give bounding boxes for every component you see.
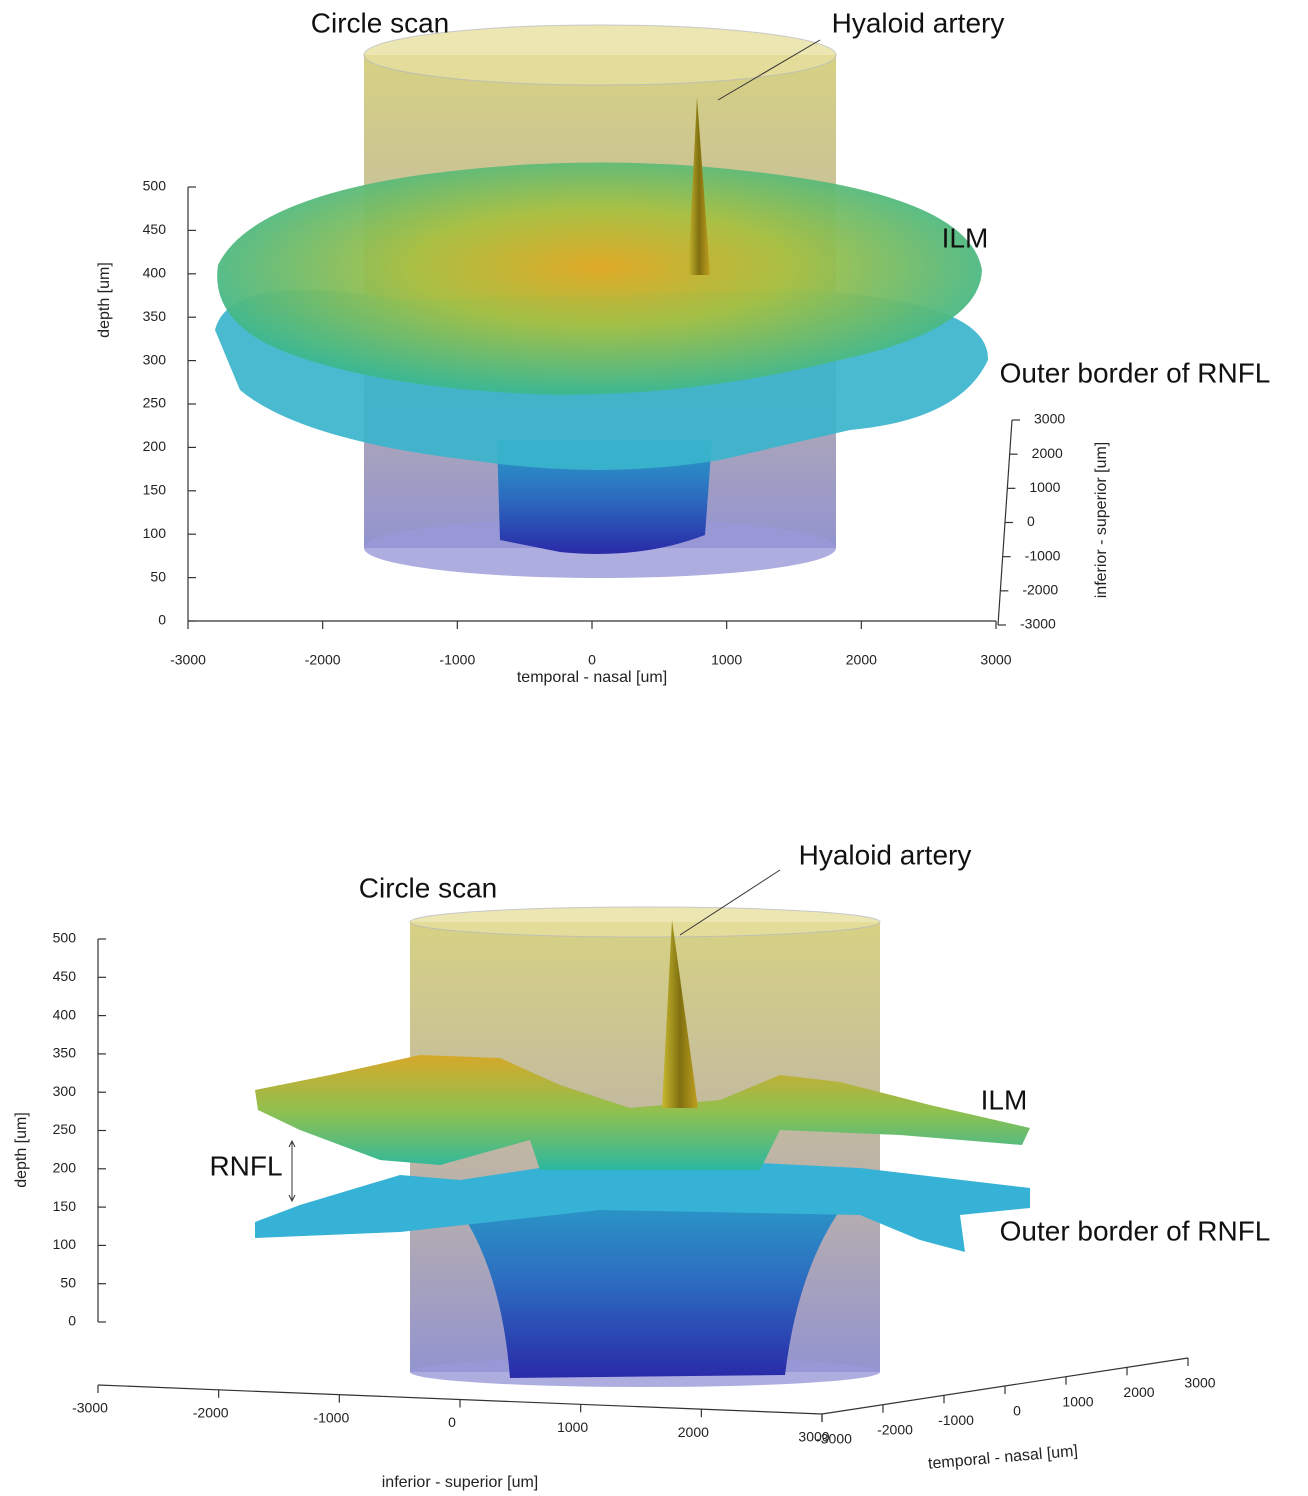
y-tick-label: 1000 [1062, 1393, 1093, 1409]
cylinder-top [410, 907, 880, 937]
z-tick-label: 400 [143, 265, 167, 281]
annotation: ILM [981, 1084, 1028, 1115]
z-tick-label: 350 [143, 308, 167, 324]
z-tick-label: 50 [60, 1274, 76, 1290]
x-tick-label: -3000 [72, 1400, 108, 1416]
z-tick-label: 0 [158, 612, 166, 628]
z-axis-title: depth [um] [13, 1112, 30, 1188]
z-tick-label: 150 [53, 1198, 77, 1214]
y-tick-label: -3000 [1020, 616, 1056, 632]
x-tick-label: 1000 [557, 1419, 588, 1435]
figure: Circle scan Hyaloid artery ILM Outer bor… [0, 0, 1308, 1496]
z-tick-label: 0 [68, 1313, 76, 1329]
annotation: RNFL [209, 1150, 282, 1181]
y-tick-label: 2000 [1123, 1384, 1154, 1400]
z-tick-label: 450 [143, 221, 167, 237]
surfaces-2 [255, 870, 1030, 1387]
x-tick-label: -1000 [313, 1409, 349, 1425]
z-tick-label: 500 [143, 178, 167, 194]
x-tick-label: -2000 [193, 1405, 229, 1421]
annotation: Hyaloid artery [832, 7, 1005, 38]
y-tick-label: 0 [1027, 513, 1035, 529]
z-tick-label: 350 [53, 1045, 77, 1061]
z-tick-label: 150 [143, 482, 167, 498]
annotation: Outer border of RNFL [1000, 357, 1271, 388]
y-axis-title: temporal - nasal [um] [927, 1443, 1078, 1473]
annotation: Hyaloid artery [799, 839, 972, 870]
annotation: ILM [942, 222, 989, 253]
z-tick-label: 50 [150, 568, 166, 584]
z-axis-title: depth [um] [96, 262, 113, 338]
z-tick-label: 400 [53, 1006, 77, 1022]
z-tick-label: 300 [143, 351, 167, 367]
y-tick-label: 2000 [1032, 445, 1063, 461]
x-tick-label: 1000 [711, 652, 742, 668]
x-tick-label: 2000 [678, 1424, 709, 1440]
annotation: Circle scan [359, 872, 497, 903]
z-tick-label: 200 [53, 1160, 77, 1176]
y-axis-title: inferior - superior [um] [1093, 442, 1110, 599]
z-tick-label: 250 [143, 395, 167, 411]
z-tick-label: 200 [143, 438, 167, 454]
y-tick-label: 3000 [1184, 1375, 1215, 1391]
surfaces-1 [215, 25, 988, 578]
z-tick-label: 250 [53, 1121, 77, 1137]
x-tick-label: 0 [588, 652, 596, 668]
z-tick-label: 300 [53, 1083, 77, 1099]
z-tick-label: 100 [53, 1236, 77, 1252]
annotation: Outer border of RNFL [1000, 1215, 1271, 1246]
x-tick-label: -3000 [170, 652, 206, 668]
z-tick-label: 100 [143, 525, 167, 541]
annotation: Circle scan [311, 7, 449, 38]
x-tick-label: 2000 [846, 652, 877, 668]
y-tick-label: 3000 [1034, 411, 1065, 427]
z-tick-label: 500 [53, 930, 77, 946]
y-tick-label: -3000 [816, 1431, 852, 1447]
x-tick-label: 0 [448, 1414, 456, 1430]
y-tick-label: -1000 [938, 1412, 974, 1428]
y-tick-label: 1000 [1029, 479, 1060, 495]
y-tick-label: 0 [1013, 1403, 1021, 1419]
z-tick-label: 450 [53, 968, 77, 984]
y-tick-label: -2000 [1022, 582, 1058, 598]
x-axis-title: temporal - nasal [um] [517, 669, 667, 686]
x-tick-label: 3000 [980, 652, 1011, 668]
x-axis-title: inferior - superior [um] [382, 1474, 539, 1491]
x-tick-label: -2000 [305, 652, 341, 668]
y-tick-label: -2000 [877, 1421, 913, 1437]
x-tick-label: -1000 [439, 652, 475, 668]
y-tick-label: -1000 [1025, 547, 1061, 563]
